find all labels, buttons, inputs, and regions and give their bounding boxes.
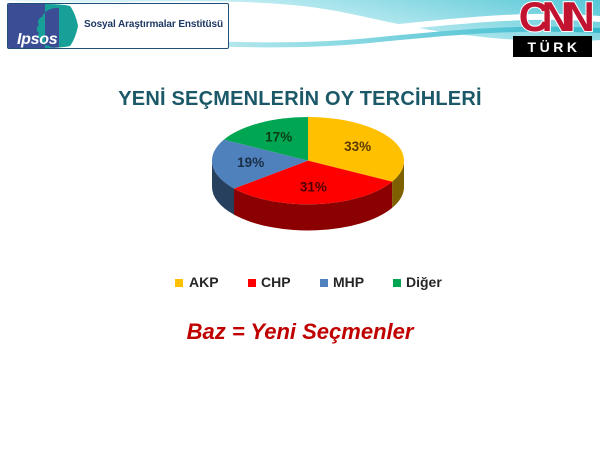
svg-text:33%: 33% [344,139,371,154]
svg-text:31%: 31% [300,180,327,195]
svg-text:19%: 19% [237,155,264,170]
svg-text:17%: 17% [265,129,292,144]
